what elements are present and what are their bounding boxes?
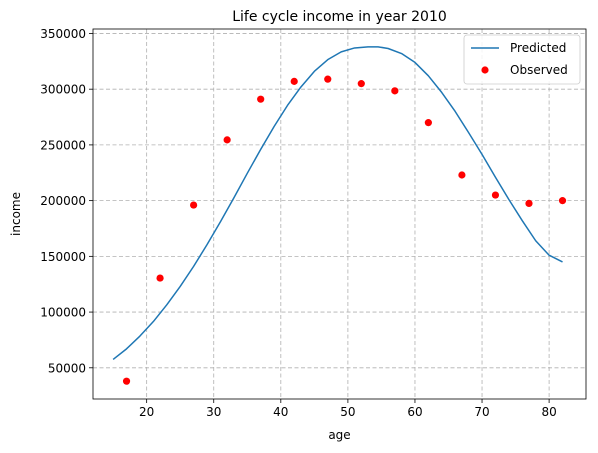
x-tick-label: 50 xyxy=(340,405,355,419)
x-tick-label: 60 xyxy=(407,405,422,419)
x-axis-label: age xyxy=(328,428,350,442)
y-axis: 50000 100000 150000 200000 250000 300000 35000… xyxy=(40,27,93,375)
legend-entry-observed: Observed xyxy=(510,63,568,77)
observed-point xyxy=(190,201,198,209)
legend: Predicted Observed xyxy=(463,34,581,85)
observed-point xyxy=(223,136,231,144)
observed-point xyxy=(290,77,298,85)
x-axis: 20 30 40 50 60 70 80 xyxy=(139,399,557,419)
y-tick-label: 200000 xyxy=(40,194,86,208)
grid xyxy=(93,29,586,399)
observed-point xyxy=(558,197,567,205)
observed-point xyxy=(391,87,399,95)
legend-entry-predicted: Predicted xyxy=(510,41,566,55)
x-tick-label: 30 xyxy=(206,405,221,419)
predicted-line xyxy=(112,46,563,361)
y-tick-label: 350000 xyxy=(40,27,86,41)
plot-frame xyxy=(92,28,587,400)
x-tick-label: 40 xyxy=(273,405,288,419)
series-layer xyxy=(112,46,567,385)
observed-point xyxy=(324,75,332,83)
y-tick-label: 150000 xyxy=(40,250,86,264)
y-tick-label: 50000 xyxy=(48,361,86,375)
chart-title: Life cycle income in year 2010 xyxy=(232,9,447,25)
observed-point xyxy=(122,377,131,385)
y-tick-label: 300000 xyxy=(40,83,86,97)
x-tick-label: 80 xyxy=(541,405,556,419)
legend-scatter-swatch xyxy=(481,66,489,74)
observed-point xyxy=(525,199,533,208)
y-tick-label: 100000 xyxy=(40,306,86,320)
observed-point xyxy=(491,191,500,199)
observed-point xyxy=(458,171,466,179)
observed-point xyxy=(257,95,265,103)
x-tick-label: 20 xyxy=(139,405,154,419)
y-tick-label: 250000 xyxy=(40,138,86,152)
y-axis-label: income xyxy=(9,192,23,236)
observed-point xyxy=(156,274,164,282)
x-tick-label: 70 xyxy=(474,405,489,419)
observed-point xyxy=(357,80,365,88)
observed-point xyxy=(424,119,432,127)
